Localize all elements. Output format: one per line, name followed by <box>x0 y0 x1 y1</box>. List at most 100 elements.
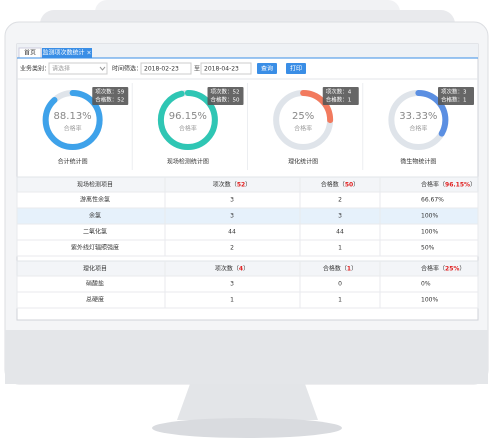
monitor-neck <box>177 384 318 420</box>
tooltip-line: 合格数：1 <box>326 96 352 104</box>
header-count: 52 <box>237 181 245 188</box>
table-cell: 44 <box>336 229 344 236</box>
gauge-value: 33.33% <box>399 111 437 122</box>
table-cell: 余氯 <box>89 212 101 220</box>
gauge-value: 88.13% <box>54 111 92 122</box>
table-row <box>16 239 479 257</box>
header-text: 项次数（ <box>213 180 237 188</box>
header-cell: 现场检测项目 <box>77 180 113 188</box>
tooltip <box>207 87 244 105</box>
header-suffix: ） <box>245 181 251 188</box>
gauge-value: 25% <box>292 111 314 122</box>
date-value[interactable]: 2018-02-23 <box>144 66 179 73</box>
gauge-arc <box>388 90 449 150</box>
table-cell: 游离性余氯 <box>80 196 110 204</box>
header-count: 25% <box>445 265 459 272</box>
table-cell: 2 <box>230 245 234 252</box>
table-cell: 2 <box>338 197 342 204</box>
header-count: 50 <box>345 181 353 188</box>
header-suffix: ） <box>243 265 249 272</box>
gauge-title: 微生物统计图 <box>400 158 436 166</box>
header-text: 合格数（ <box>321 180 345 188</box>
table-cell: 3 <box>230 213 234 220</box>
table-cell: 100% <box>421 229 438 236</box>
tooltip <box>92 87 129 105</box>
query-button[interactable] <box>257 63 277 74</box>
select-arrow <box>99 66 106 71</box>
header-suffix: ） <box>470 181 476 188</box>
header-count: 4 <box>239 265 243 272</box>
header-cell: 项次数（4） <box>215 264 249 272</box>
header-cell: 合格数（50） <box>321 180 359 188</box>
table-cell: 1 <box>338 297 342 304</box>
table-row <box>16 291 479 309</box>
header-text: 现场检测项目 <box>77 180 113 188</box>
gauge-sub: 合格率 <box>179 125 197 133</box>
tooltip-line: 合格数：1 <box>441 96 467 104</box>
date-input[interactable] <box>140 62 192 75</box>
gauge-arc <box>273 90 334 150</box>
table-cell: 1 <box>230 297 234 304</box>
filter-label: 业务类别： <box>20 65 50 73</box>
button-label[interactable]: 打印 <box>290 65 302 73</box>
gauge-title: 合计统计图 <box>58 158 88 166</box>
tooltip <box>322 87 359 105</box>
table-cell: 44 <box>228 229 236 236</box>
gauge-value: 96.15% <box>169 111 207 122</box>
table-cell: 总硬度 <box>86 296 104 304</box>
table-row <box>16 207 479 225</box>
table-cell: 1 <box>338 245 342 252</box>
table-cell: 66.67% <box>421 197 444 204</box>
gauge-arc <box>157 90 218 150</box>
header-cell: 合格率（96.15%） <box>421 180 476 188</box>
table-cell: 100% <box>421 297 438 304</box>
table-cell: 3 <box>230 197 234 204</box>
date-value[interactable]: 2018-04-23 <box>204 66 239 73</box>
button-label[interactable]: 查询 <box>261 65 273 73</box>
gauge-sub: 合格率 <box>409 125 427 133</box>
header-suffix: ） <box>353 181 359 188</box>
header-cell: 理化项目 <box>83 264 107 272</box>
tooltip-line: 合格数：50 <box>211 96 240 104</box>
tooltip-line: 项次数：3 <box>441 88 467 96</box>
gauge-title: 现场检测统计图 <box>167 158 209 166</box>
filter-label: 时间筛选： <box>112 65 142 73</box>
table-cell: 0 <box>338 281 342 288</box>
tab-label[interactable]: 监测项次数统计 × <box>43 49 92 57</box>
tab-active[interactable] <box>42 48 92 58</box>
print-button[interactable] <box>286 63 306 74</box>
header-text: 理化项目 <box>83 264 107 272</box>
select-placeholder[interactable]: 请选择 <box>52 65 70 73</box>
date-input[interactable] <box>200 62 252 75</box>
header-text: 合格率（ <box>421 264 445 272</box>
header-cell: 合格数（1） <box>323 264 357 272</box>
table-cell: 紫外线灯辐照强度 <box>71 244 119 252</box>
tab-label[interactable]: 首页 <box>24 49 36 57</box>
table-cell: 3 <box>230 281 234 288</box>
table-cell: 硝酸盐 <box>86 280 104 288</box>
gauge-sub: 合格率 <box>294 125 312 133</box>
tooltip <box>438 87 474 105</box>
table-cell: 100% <box>421 213 438 220</box>
select[interactable] <box>48 62 108 75</box>
header-suffix: ） <box>351 265 357 272</box>
gauge-title: 理化统计图 <box>288 158 318 166</box>
tooltip-line: 项次数：4 <box>326 88 352 96</box>
table-cell: 0% <box>421 281 431 288</box>
header-cell: 项次数（52） <box>213 180 251 188</box>
header-count: 1 <box>347 265 351 272</box>
table-cell: 3 <box>338 213 342 220</box>
header-text: 项次数（ <box>215 264 239 272</box>
header-count: 96.15% <box>445 181 470 188</box>
header-cell: 合格率（25%） <box>421 264 465 272</box>
tooltip-line: 项次数：52 <box>211 88 240 96</box>
monitor-base <box>152 418 342 438</box>
gauge-arc <box>42 90 103 150</box>
monitor-chin <box>5 330 488 384</box>
table-cell: 50% <box>421 245 435 252</box>
table-cell: 二氧化氯 <box>83 228 107 236</box>
header-text: 合格率（ <box>421 180 445 188</box>
header-text: 合格数（ <box>323 264 347 272</box>
tooltip-line: 项次数：59 <box>95 88 124 96</box>
